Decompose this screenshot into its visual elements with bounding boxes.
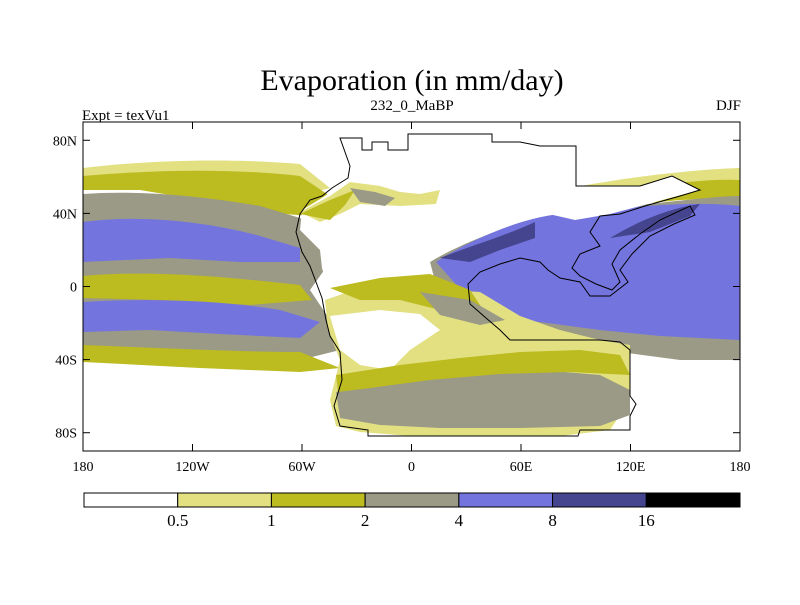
colorbar-label: 1: [267, 511, 276, 530]
lon-tick-label: 0: [408, 460, 415, 475]
lon-tick-label: 60W: [288, 460, 316, 475]
region-north-yellow: [83, 170, 330, 216]
region-pacific-blue-south: [83, 300, 320, 338]
region-laurasia-rim-grey: [350, 188, 395, 206]
latitude-axis: 80N 40N 0 40S 80S: [53, 134, 740, 442]
colorbar-label: 16: [638, 511, 655, 530]
lon-tick-label: 180: [73, 460, 94, 475]
lat-tick-label: 0: [70, 281, 77, 296]
colorbar-label: 0.5: [167, 511, 188, 530]
region-tethys-darkblue-east: [610, 204, 700, 238]
region-pacific-blue-north: [83, 218, 300, 262]
map-title: Evaporation (in mm/day): [260, 64, 563, 97]
coastline: [295, 133, 702, 437]
region-laurasia-rim-yellow: [300, 190, 355, 220]
colorbar-swatch: [83, 492, 179, 508]
colorbar-swatch: [645, 492, 741, 508]
colorbar-label: 2: [361, 511, 370, 530]
experiment-label: Expt = texVu1: [82, 108, 170, 124]
colorbar-label: 4: [455, 511, 464, 530]
region-laurasia-land: [300, 132, 700, 296]
colorbar-swatch: [552, 492, 647, 508]
time-label: 232_0_MaBP: [370, 98, 453, 114]
colorbar-swatch: [177, 492, 272, 508]
lon-tick-label: 120E: [616, 460, 646, 475]
colorbar-swatch: [364, 492, 460, 508]
region-gondwana-yellow: [336, 350, 630, 392]
lon-tick-label: 180: [730, 460, 751, 475]
season-label: DJF: [716, 98, 741, 114]
lat-tick-label: 80N: [53, 134, 77, 149]
longitude-axis: 180 120W 60W 0 60E 120E 180: [73, 122, 751, 475]
lon-tick-label: 120W: [175, 460, 210, 475]
lat-tick-label: 40N: [53, 207, 77, 222]
region-gondwana-grey: [336, 370, 630, 428]
colorbar-swatch: [270, 492, 366, 508]
evaporation-field: [83, 122, 740, 451]
region-pacific-yellow-mid: [83, 273, 312, 305]
region-gondwana-white: [330, 310, 440, 370]
region-equator-grey: [420, 292, 505, 325]
lat-tick-label: 40S: [55, 354, 77, 369]
lon-tick-label: 60E: [510, 460, 533, 475]
region-pacific-yellow-south: [83, 345, 340, 372]
colorbar-label: 8: [548, 511, 557, 530]
region-tethys-darkblue-west: [440, 222, 535, 262]
colorbar-swatch: [458, 492, 554, 508]
colorbar: 0.5 1 2 4 8 16: [83, 492, 741, 530]
lat-tick-label: 80S: [55, 427, 77, 442]
